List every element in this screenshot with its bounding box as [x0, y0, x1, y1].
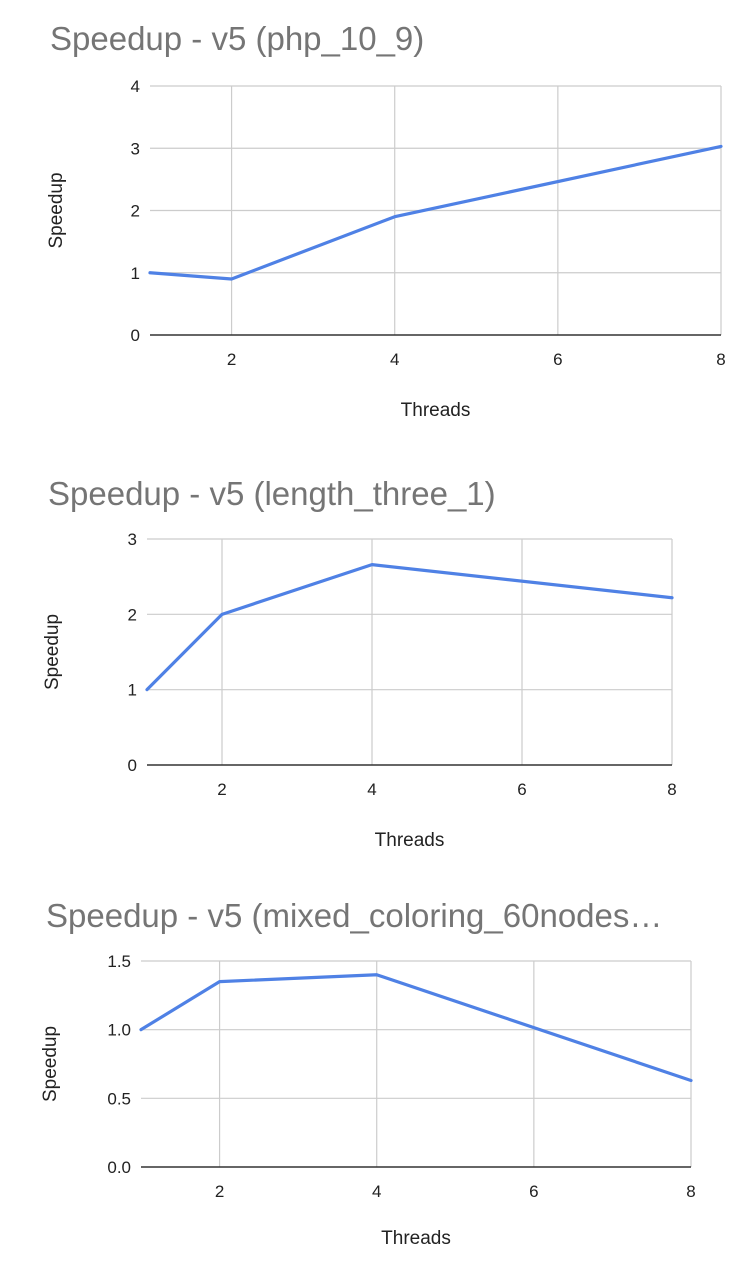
x-axis-title: Threads [401, 400, 471, 421]
series-line [139, 973, 693, 1083]
x-tick-label: 8 [716, 350, 725, 369]
y-tick-label: 1 [131, 264, 140, 283]
x-axis-title: Threads [381, 1228, 451, 1249]
x-tick-label: 4 [390, 350, 399, 369]
y-axis-title: Speedup [46, 172, 67, 248]
series-line [148, 144, 723, 281]
x-tick-label: 4 [367, 780, 376, 799]
y-tick-label: 0 [131, 326, 140, 345]
chart-plot: 0 1 2 3 2 4 6 8 Threads Speedup [42, 530, 677, 851]
y-tick-label: 2 [128, 605, 137, 624]
speedup-chart-length-three: Speedup - v5 (length_three_1) 0 1 2 3 2 4 6 8 Th… [0, 430, 754, 860]
y-tick-label: 1.5 [107, 952, 131, 971]
speedup-chart-php: Speedup - v5 (php_10_9) 0 1 2 3 4 2 4 6 8 Threads… [0, 0, 754, 430]
x-tick-label: 8 [686, 1182, 695, 1201]
x-tick-label: 2 [215, 1182, 224, 1201]
y-tick-label: 2 [131, 202, 140, 221]
x-tick-label: 8 [667, 780, 676, 799]
chart-title: Speedup - v5 (mixed_coloring_60nodes… [46, 897, 663, 934]
y-tick-label: 4 [131, 77, 140, 96]
x-tick-label: 6 [529, 1182, 538, 1201]
x-tick-label: 6 [553, 350, 562, 369]
y-tick-label: 0 [128, 756, 137, 775]
chart-title: Speedup - v5 (length_three_1) [48, 475, 496, 512]
y-tick-label: 0.5 [107, 1089, 131, 1108]
y-axis-title: Speedup [40, 1026, 61, 1102]
speedup-chart-mixed-coloring: Speedup - v5 (mixed_coloring_60nodes… 0.… [0, 860, 754, 1282]
y-tick-label: 0.0 [107, 1158, 131, 1177]
series-line [145, 563, 674, 692]
chart-plot: 0 1 2 3 4 2 4 6 8 Threads Speedup [46, 77, 726, 421]
y-tick-label: 3 [131, 139, 140, 158]
x-axis-title: Threads [375, 830, 445, 851]
x-tick-label: 6 [517, 780, 526, 799]
x-tick-label: 2 [217, 780, 226, 799]
x-tick-label: 4 [372, 1182, 381, 1201]
chart-plot: 0.0 0.5 1.0 1.5 2 4 6 8 Threads Speedup [40, 952, 696, 1249]
y-axis-title: Speedup [42, 614, 63, 690]
y-tick-label: 3 [128, 530, 137, 549]
y-tick-label: 1.0 [107, 1021, 131, 1040]
y-tick-label: 1 [128, 681, 137, 700]
x-tick-label: 2 [227, 350, 236, 369]
chart-title: Speedup - v5 (php_10_9) [50, 20, 425, 57]
